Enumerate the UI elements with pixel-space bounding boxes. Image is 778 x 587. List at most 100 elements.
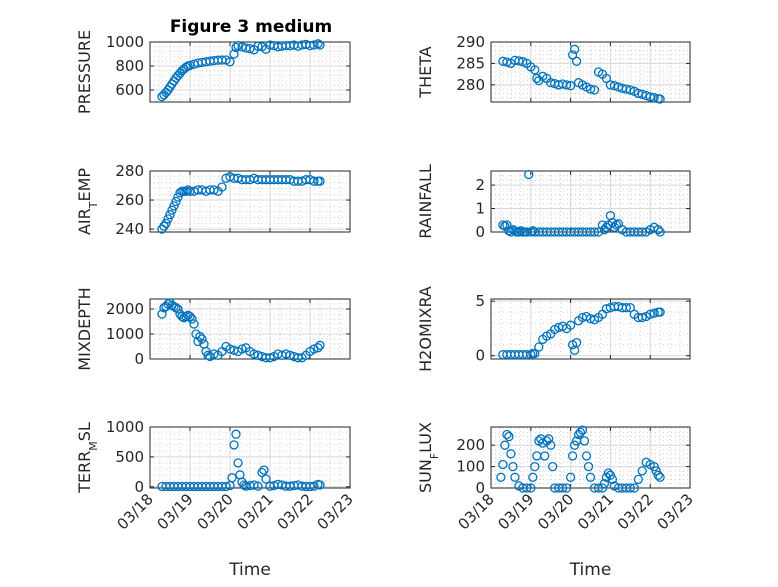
data-series <box>157 39 325 102</box>
data-point <box>165 209 175 220</box>
y-axis-label: H2OMIXRA <box>416 286 435 372</box>
data-point <box>171 196 181 207</box>
x-axis-label: Time <box>569 560 612 580</box>
data-point <box>625 483 635 493</box>
data-point <box>245 43 255 54</box>
data-point <box>603 468 614 478</box>
data-point <box>655 307 665 317</box>
data-point <box>528 472 538 482</box>
data-point <box>540 451 550 461</box>
data-point <box>233 40 243 51</box>
y-tick-label: 280 <box>115 162 144 180</box>
y-tick-label: 260 <box>115 191 144 209</box>
data-point <box>625 303 635 313</box>
data-point <box>655 94 665 104</box>
data-point <box>506 449 516 459</box>
y-tick-label: 0 <box>475 347 485 365</box>
subplot-3: 240 260 280 AIRTEMP <box>75 162 351 238</box>
x-tick-label: 03/19 <box>154 490 197 533</box>
y-axis-label: AIRTEMP <box>75 168 100 235</box>
data-point <box>534 342 544 352</box>
y-axis-label: TERRMSL <box>75 422 100 494</box>
data-point <box>281 349 291 359</box>
data-point <box>655 227 665 237</box>
y-tick-label: 600 <box>115 81 144 99</box>
data-point <box>530 461 540 472</box>
data-point <box>315 176 325 186</box>
data-point <box>313 343 323 353</box>
data-point <box>609 81 620 91</box>
x-tick-label: 03/21 <box>574 490 617 533</box>
data-point <box>583 461 594 472</box>
data-series <box>157 298 325 363</box>
data-point <box>565 472 576 482</box>
data-point <box>649 93 659 103</box>
y-tick-label: 100 <box>456 458 485 476</box>
data-point <box>561 483 572 493</box>
data-point <box>581 451 592 461</box>
data-point <box>530 348 540 359</box>
data-point <box>589 85 600 95</box>
data-point <box>285 350 295 360</box>
data-point <box>599 479 610 489</box>
data-point <box>197 334 207 344</box>
data-point <box>611 220 622 230</box>
y-tick-label: 0 <box>134 478 144 496</box>
y-tick-label: 0 <box>134 350 144 368</box>
data-point <box>195 331 205 342</box>
x-tick-label: 03/22 <box>614 490 657 533</box>
data-point <box>532 73 542 84</box>
x-tick-label: 03/20 <box>194 490 237 533</box>
data-series <box>496 425 665 493</box>
subplot-4: 0 1 2 RAINFALL <box>416 164 691 241</box>
data-point <box>504 431 514 442</box>
data-point <box>510 472 520 482</box>
data-point <box>585 472 596 482</box>
data-point <box>589 227 600 237</box>
data-point <box>522 483 532 493</box>
y-tick-label: 1000 <box>106 418 144 436</box>
data-point <box>498 220 508 230</box>
data-point <box>597 483 608 493</box>
data-point <box>571 56 582 66</box>
data-point <box>209 349 219 359</box>
data-point <box>167 205 177 215</box>
subplot-5: 0 1000 2000 MIXDEPTH <box>75 287 351 371</box>
axes-box <box>490 41 691 103</box>
data-point <box>225 344 235 354</box>
data-point <box>187 314 197 324</box>
data-point <box>175 188 185 198</box>
data-point <box>633 474 643 485</box>
data-point <box>203 350 213 360</box>
data-point <box>561 80 572 90</box>
data-point <box>233 458 243 468</box>
data-point <box>625 85 635 95</box>
data-point <box>229 49 239 59</box>
data-point <box>575 427 586 438</box>
data-series <box>157 172 325 234</box>
y-tick-label: 1 <box>475 200 485 218</box>
data-point <box>607 474 618 485</box>
data-point <box>637 312 647 323</box>
y-axis-label: THETA <box>416 46 435 98</box>
data-point <box>500 440 510 450</box>
data-series <box>157 429 325 492</box>
data-point <box>567 50 578 60</box>
data-series <box>498 301 665 360</box>
data-point <box>577 425 588 435</box>
axes-box <box>149 41 351 103</box>
data-point <box>231 429 241 439</box>
axes-box <box>490 298 691 360</box>
data-point <box>163 299 173 309</box>
data-point <box>259 465 269 475</box>
data-point <box>315 340 325 350</box>
data-point <box>253 41 263 51</box>
data-point <box>655 472 665 482</box>
data-point <box>169 201 179 211</box>
data-point <box>524 169 534 180</box>
data-point <box>565 320 576 330</box>
data-point <box>544 434 554 444</box>
subplot-1: 600 800 1000 PRESSURE <box>75 30 351 114</box>
